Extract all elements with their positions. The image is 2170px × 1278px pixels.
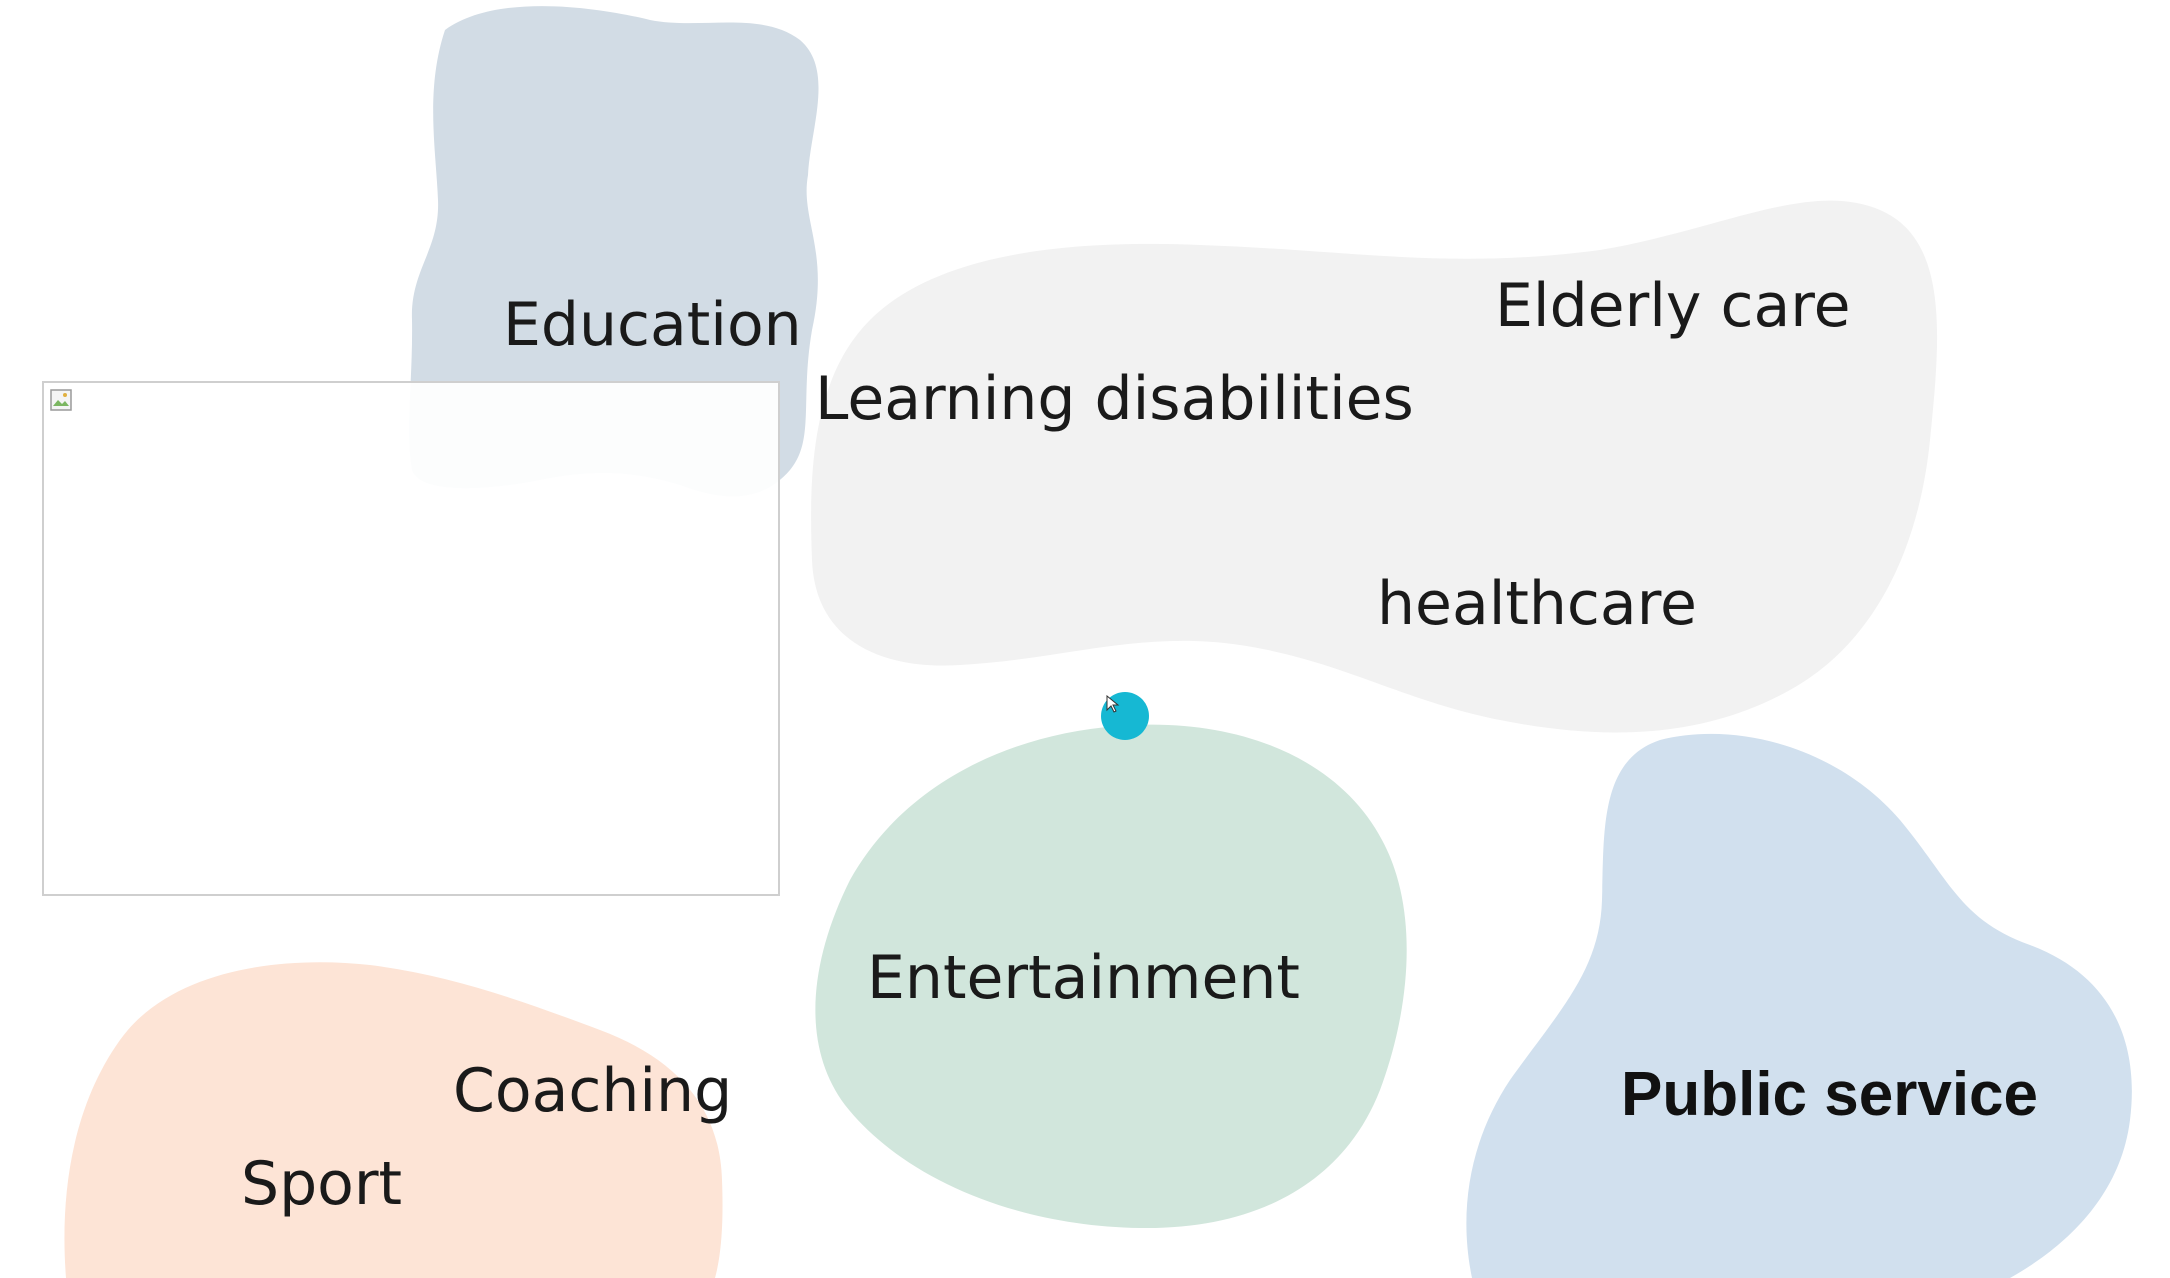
label-entertainment: Entertainment (867, 948, 1300, 1008)
cursor-arrow-icon (1106, 695, 1120, 713)
label-education: Education (503, 295, 802, 355)
public-service-blob (1466, 734, 2131, 1278)
image-placeholder[interactable] (42, 381, 780, 896)
label-learning-disabilities: Learning disabilities (815, 369, 1414, 429)
label-healthcare: healthcare (1377, 574, 1697, 634)
broken-image-icon (50, 389, 72, 411)
label-public-service: Public service (1621, 1064, 2038, 1126)
label-coaching: Coaching (453, 1061, 732, 1121)
label-elderly-care: Elderly care (1495, 276, 1851, 336)
label-sport: Sport (241, 1154, 402, 1214)
